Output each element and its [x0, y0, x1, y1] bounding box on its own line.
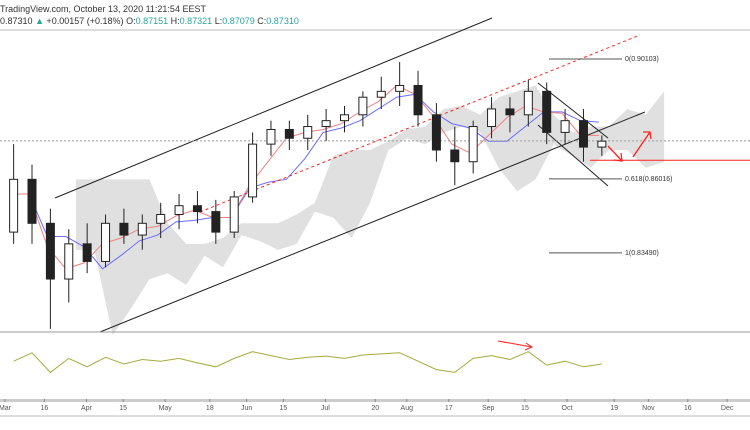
x-tick-label: 19	[610, 405, 618, 412]
fib-label: 1(0.83490)	[625, 250, 659, 257]
up-arrow-icon	[632, 131, 651, 158]
price-change: +0.00157 (+0.18%)	[46, 16, 124, 26]
channel-mid-line	[199, 34, 641, 213]
candle-body	[321, 120, 331, 128]
candle-body	[450, 149, 460, 163]
open-value: 0.87151	[135, 16, 169, 26]
downtrend-lower-line	[537, 124, 609, 187]
fibonacci-levels: 0(0.90103) 0.618(0.86016) 1(0.83490)	[549, 56, 672, 257]
candle-body	[64, 243, 74, 280]
candle-body	[505, 108, 515, 116]
down-arrow-icon	[607, 145, 623, 162]
last-price: 0.87310	[0, 16, 33, 26]
candle-body	[27, 178, 37, 224]
drawings	[0, 17, 750, 333]
x-tick-label: 18	[206, 405, 214, 412]
oscillator-pane	[13, 340, 602, 374]
candle-body	[358, 96, 368, 116]
candle-body	[487, 108, 497, 128]
candle-body	[211, 211, 221, 233]
x-tick-label: Aug	[401, 405, 414, 412]
low-label: L:	[214, 16, 223, 26]
candle-body	[468, 126, 478, 163]
candle-body	[156, 214, 166, 224]
candle-body	[192, 205, 202, 213]
high-label: H:	[170, 16, 180, 26]
close-label: C:	[257, 16, 267, 26]
divergence-arrow-icon	[497, 340, 533, 348]
candle-body	[266, 128, 276, 145]
high-value: 0.87321	[179, 16, 213, 26]
x-tick-label: Oct	[562, 405, 573, 412]
candle-body	[413, 84, 423, 116]
chart-source-line: TradingView.com, October 13, 2020 11:21:…	[0, 4, 206, 14]
candle-body	[9, 178, 19, 233]
x-tick-label: May	[159, 405, 173, 412]
ohlc-legend: 0.87310 ▲ +0.00157 (+0.18%) O:0.87151 H:…	[0, 16, 299, 26]
x-tick-label: Jul	[321, 405, 330, 412]
candle-body	[431, 114, 441, 151]
candle-body	[119, 222, 129, 236]
candle-body	[137, 222, 147, 236]
candle-body	[340, 114, 350, 122]
close-value: 0.87310	[266, 16, 299, 26]
x-tick-label: 15	[279, 405, 287, 412]
x-tick-label: Mar	[0, 405, 12, 412]
candle-body	[82, 243, 92, 262]
down-arrow-head	[613, 152, 623, 162]
candle-body	[45, 222, 55, 280]
candle-body	[376, 90, 386, 98]
candles	[9, 62, 607, 329]
channel-upper-line	[54, 17, 493, 199]
x-tick-label: 15	[119, 405, 127, 412]
fib-label: 0(0.90103)	[625, 56, 659, 63]
candle-body	[395, 84, 405, 92]
x-tick-label: 16	[684, 405, 692, 412]
x-tick-label: 16	[40, 405, 48, 412]
x-tick-label: Sep	[482, 405, 495, 412]
candle-body	[578, 120, 588, 148]
fib-label: 0.618(0.86016)	[625, 176, 672, 183]
channel-lower-line	[99, 111, 646, 333]
cloud-area	[75, 85, 665, 335]
candle-body	[560, 120, 570, 133]
candle-body	[303, 126, 313, 139]
low-value: 0.87079	[222, 16, 255, 26]
x-tick-label: 17	[445, 405, 453, 412]
candle-body	[248, 143, 258, 198]
open-label: O:	[126, 16, 136, 26]
x-tick-label: Dec	[721, 405, 734, 412]
candle-body	[542, 90, 552, 133]
candle-body	[597, 140, 607, 148]
x-tick-label: 20	[371, 405, 379, 412]
candle-body	[523, 90, 533, 116]
up-arrow-icon: ▲	[35, 16, 44, 26]
candle-body	[284, 128, 294, 139]
x-tick-label: Jun	[241, 405, 252, 412]
oscillator-line	[13, 351, 602, 374]
x-tick-label: Nov	[642, 405, 655, 412]
candle-body	[229, 196, 239, 233]
divergence-arrow-head	[524, 342, 534, 351]
x-tick-label: 15	[521, 405, 529, 412]
candle-body	[174, 205, 184, 216]
time-axis: Mar 16 Apr 15 May 18 Jun 15 Jul 20 Aug 17 Sep 15 Oct 19…	[0, 399, 734, 412]
candle-body	[101, 222, 111, 262]
up-arrow-head	[643, 131, 652, 140]
x-tick-label: Apr	[81, 405, 93, 412]
